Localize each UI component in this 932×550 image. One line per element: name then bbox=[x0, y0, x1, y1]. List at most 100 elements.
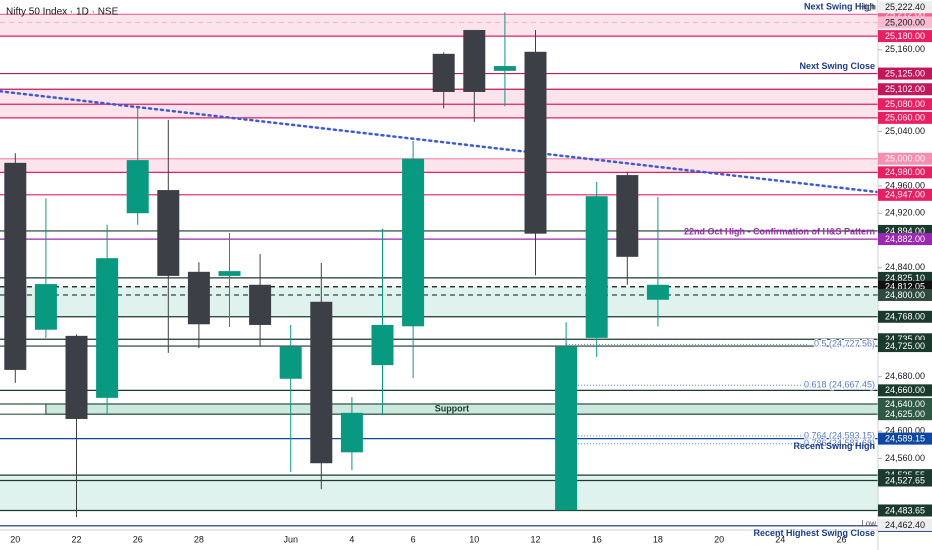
price-label: 25,060.00 bbox=[885, 113, 925, 123]
y-tick-label: 24,680.00 bbox=[885, 371, 925, 381]
extreme-box bbox=[878, 1, 932, 14]
price-label: 24,882.00 bbox=[885, 234, 925, 244]
extreme-label: 24,462.40 bbox=[885, 520, 925, 530]
level-note: Recent Swing High bbox=[793, 441, 875, 451]
candle-body bbox=[402, 158, 425, 327]
candle-body bbox=[616, 175, 639, 257]
candle-body bbox=[310, 301, 333, 464]
candle-body bbox=[4, 162, 27, 370]
price-label: 25,080.00 bbox=[885, 99, 925, 109]
price-label-box bbox=[878, 67, 932, 80]
price-label: 24,894.00 bbox=[885, 226, 925, 236]
price-label-box bbox=[878, 504, 932, 517]
x-tick-label: 18 bbox=[653, 534, 663, 544]
price-label-box bbox=[878, 98, 932, 111]
price-label-box bbox=[878, 340, 932, 353]
price-label: 24,768.00 bbox=[885, 312, 925, 322]
price-label: 25,200.00 bbox=[885, 17, 925, 27]
candle-body bbox=[279, 346, 302, 379]
level-note: Next Swing High bbox=[804, 2, 875, 12]
candle-body bbox=[585, 196, 608, 338]
candle-body bbox=[340, 412, 363, 453]
y-tick-label: 24,560.00 bbox=[885, 453, 925, 463]
price-label-box bbox=[878, 432, 932, 445]
price-label-box bbox=[878, 384, 932, 397]
price-label: 24,812.05 bbox=[885, 282, 925, 292]
x-tick-label: 6 bbox=[411, 534, 416, 544]
price-label: 24,625.00 bbox=[885, 409, 925, 419]
price-label: 24,640.00 bbox=[885, 399, 925, 409]
price-label: 25,212.00 bbox=[885, 9, 925, 19]
price-label: 24,980.00 bbox=[885, 167, 925, 177]
candle-body bbox=[463, 29, 486, 92]
price-label-box bbox=[878, 30, 932, 43]
zone bbox=[0, 158, 878, 173]
candle-body bbox=[555, 346, 578, 511]
chart-title: Nifty 50 Index · 1D · NSE bbox=[6, 7, 119, 18]
plot-area: Support 0.5 (24,727.56) 0.618 (24,667.45) 0… bbox=[0, 12, 880, 527]
y-tick-label: 24,960.00 bbox=[885, 180, 925, 190]
candle-body bbox=[96, 258, 119, 398]
zone bbox=[0, 286, 878, 317]
extreme-label: 25,222.40 bbox=[885, 2, 925, 12]
y-tick-label: 25,040.00 bbox=[885, 126, 925, 136]
x-tick-label: 12 bbox=[530, 534, 540, 544]
candle-body bbox=[157, 190, 180, 276]
candle-body bbox=[249, 284, 272, 325]
x-tick-label: 22 bbox=[71, 534, 81, 544]
x-tick-label: 24 bbox=[775, 534, 785, 544]
x-tick-label: Jun bbox=[283, 534, 298, 544]
price-label-box bbox=[878, 111, 932, 124]
candle-body bbox=[65, 335, 88, 419]
price-label: 25,000.00 bbox=[885, 154, 925, 164]
x-tick-label: 16 bbox=[592, 534, 602, 544]
price-label: 24,660.00 bbox=[885, 385, 925, 395]
y-tick-label: 24,840.00 bbox=[885, 262, 925, 272]
candle-body bbox=[432, 53, 455, 92]
x-tick-label: 20 bbox=[10, 534, 20, 544]
price-label-box bbox=[878, 8, 932, 21]
price-label-box bbox=[878, 16, 932, 29]
x-tick-label: 4 bbox=[349, 534, 354, 544]
price-label-box bbox=[878, 474, 932, 487]
x-tick-label: 20 bbox=[714, 534, 724, 544]
fib-label: 0.764 (24,593.15) bbox=[804, 430, 875, 440]
fib-label: 0.786 (24,581.68) bbox=[804, 438, 875, 448]
price-label: 25,125.00 bbox=[885, 68, 925, 78]
fib-label: 0.618 (24,667.45) bbox=[804, 380, 875, 390]
zone bbox=[0, 89, 878, 118]
x-tick-label: 26 bbox=[133, 534, 143, 544]
price-label: 24,825.10 bbox=[885, 273, 925, 283]
price-label: 24,527.65 bbox=[885, 475, 925, 485]
extreme-box bbox=[878, 518, 932, 531]
price-label-box bbox=[878, 188, 932, 201]
candle-body bbox=[524, 51, 547, 234]
level-note: 22nd Oct High - Confirmation of H&S Patt… bbox=[684, 226, 875, 236]
y-tick-label: 25,160.00 bbox=[885, 44, 925, 54]
price-label: 24,947.00 bbox=[885, 190, 925, 200]
price-label: 25,102.00 bbox=[885, 84, 925, 94]
candle-body bbox=[187, 271, 210, 325]
price-label: 24,483.65 bbox=[885, 505, 925, 515]
price-label-box bbox=[878, 166, 932, 179]
price-label: 25,180.00 bbox=[885, 31, 925, 41]
y-tick-label: 24,920.00 bbox=[885, 208, 925, 218]
price-label-box bbox=[878, 83, 932, 96]
extreme-tag: Low bbox=[861, 519, 876, 528]
price-label-box bbox=[878, 310, 932, 323]
candle-body bbox=[34, 284, 57, 330]
level-note: Next Swing Close bbox=[799, 61, 875, 71]
x-tick-label: 10 bbox=[469, 534, 479, 544]
fib-label: 0.5 (24,727.56) bbox=[814, 339, 875, 349]
price-label-box bbox=[878, 152, 932, 165]
candle-body bbox=[371, 324, 394, 366]
zone-label: Support bbox=[435, 403, 470, 413]
price-label-box bbox=[878, 288, 932, 301]
price-label: 24,735.00 bbox=[885, 334, 925, 344]
level-note: Recent Highest Swing Close bbox=[753, 528, 875, 538]
candle-body bbox=[493, 66, 516, 71]
candle-body bbox=[126, 160, 149, 214]
price-label: 24,800.00 bbox=[885, 290, 925, 300]
zone bbox=[0, 14, 878, 37]
